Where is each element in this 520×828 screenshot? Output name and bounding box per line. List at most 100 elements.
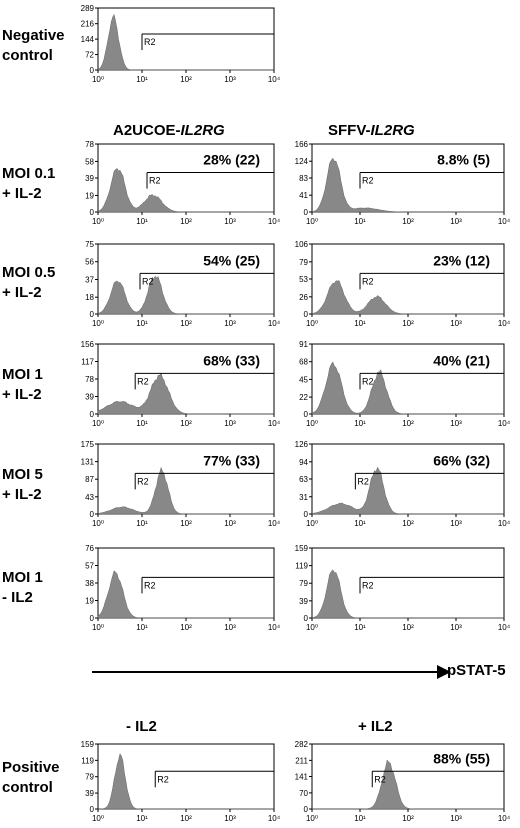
x-tick-label: 10⁴ bbox=[498, 419, 511, 428]
x-tick-label: 10⁰ bbox=[92, 519, 104, 528]
y-tick-label: 0 bbox=[304, 614, 309, 623]
x-tick-label: 10² bbox=[180, 519, 192, 528]
x-tick-label: 10² bbox=[180, 217, 192, 226]
y-tick-label: 58 bbox=[85, 157, 94, 166]
y-tick-label: 38 bbox=[85, 579, 94, 588]
row-label-negative-control: Negative control bbox=[2, 27, 65, 64]
x-tick-label: 10⁴ bbox=[498, 319, 511, 328]
plot-frame bbox=[97, 7, 275, 71]
y-tick-label: 19 bbox=[85, 597, 94, 606]
gate-label: R2 bbox=[374, 774, 386, 784]
y-tick-label: 31 bbox=[299, 493, 308, 502]
x-tick-label: 10¹ bbox=[136, 623, 148, 632]
y-tick-label: 75 bbox=[85, 240, 94, 249]
y-tick-label: 37 bbox=[85, 275, 94, 284]
x-tick-label: 10² bbox=[180, 319, 192, 328]
row-label-moi-0-5: MOI 0.5 + IL-2 bbox=[2, 264, 56, 301]
y-tick-label: 282 bbox=[295, 740, 309, 749]
x-tick-label: 10³ bbox=[224, 217, 236, 226]
x-tick-label: 10² bbox=[180, 623, 192, 632]
y-tick-label: 0 bbox=[90, 614, 95, 623]
x-tick-label: 10⁰ bbox=[92, 419, 104, 428]
histogram-area bbox=[97, 168, 274, 213]
histogram-a1: R2 68% (33) 0 39 78 117 156 10⁰ 10¹ 10² 10³ 10⁴ bbox=[81, 340, 281, 428]
x-tick-label: 10⁴ bbox=[498, 217, 511, 226]
histogram-area bbox=[97, 372, 274, 415]
x-tick-label: 10³ bbox=[450, 623, 462, 632]
x-tick-label: 10⁴ bbox=[268, 623, 281, 632]
histogram-area bbox=[312, 759, 504, 810]
y-tick-label: 144 bbox=[81, 35, 95, 44]
x-tick-label: 10⁴ bbox=[268, 419, 281, 428]
y-tick-label: 39 bbox=[299, 597, 308, 606]
y-tick-label: 79 bbox=[299, 258, 308, 267]
x-tick-label: 10³ bbox=[450, 319, 462, 328]
y-tick-label: 19 bbox=[85, 191, 94, 200]
x-tick-label: 10⁴ bbox=[268, 75, 281, 84]
y-tick-label: 119 bbox=[295, 562, 308, 571]
histogram-a1n: R2 0 19 38 57 76 10⁰ 10¹ 10² 10³ 10⁴ bbox=[85, 544, 281, 632]
x-tick-label: 10³ bbox=[224, 814, 236, 823]
y-tick-label: 78 bbox=[85, 140, 94, 149]
column-header-a2ucoe: A2UCOE-IL2RG bbox=[113, 122, 225, 139]
x-tick-label: 10³ bbox=[224, 419, 236, 428]
histogram-posp: R2 88% (55) 0 70 141 211 282 10⁰ 10¹ 10² 10³ 10⁴ bbox=[295, 740, 511, 823]
x-tick-label: 10⁰ bbox=[306, 217, 318, 226]
x-tick-label: 10³ bbox=[224, 75, 236, 84]
y-tick-label: 78 bbox=[85, 375, 94, 384]
y-tick-label: 159 bbox=[81, 740, 95, 749]
x-tick-label: 10¹ bbox=[354, 217, 366, 226]
x-tick-label: 10⁰ bbox=[306, 519, 318, 528]
x-tick-label: 10⁰ bbox=[306, 814, 318, 823]
x-tick-label: 10³ bbox=[450, 519, 462, 528]
y-tick-label: 63 bbox=[299, 475, 308, 484]
gate-label: R2 bbox=[144, 37, 156, 47]
histogram-a01: R2 28% (22) 0 19 39 58 78 10⁰ 10¹ 10² 10³ 10⁴ bbox=[85, 140, 281, 226]
y-tick-label: 0 bbox=[304, 510, 309, 519]
x-tick-label: 10¹ bbox=[136, 519, 148, 528]
gate-label: R2 bbox=[142, 276, 154, 286]
gate-label: R2 bbox=[362, 580, 374, 590]
y-tick-label: 56 bbox=[85, 258, 94, 267]
x-tick-label: 10¹ bbox=[136, 419, 148, 428]
row-label-moi-1-plus: MOI 1 + IL-2 bbox=[2, 366, 43, 403]
x-tick-label: 10³ bbox=[450, 419, 462, 428]
x-tick-label: 10² bbox=[402, 217, 414, 226]
y-tick-label: 0 bbox=[90, 510, 95, 519]
x-tick-label: 10³ bbox=[450, 814, 462, 823]
y-tick-label: 22 bbox=[299, 393, 308, 402]
x-tick-label: 10¹ bbox=[354, 623, 366, 632]
x-tick-label: 10¹ bbox=[136, 75, 148, 84]
row-label-moi-0-1: MOI 0.1 + IL-2 bbox=[2, 165, 56, 202]
y-tick-label: 41 bbox=[299, 191, 308, 200]
x-tick-label: 10⁴ bbox=[268, 319, 281, 328]
y-tick-label: 70 bbox=[299, 789, 308, 798]
y-tick-label: 76 bbox=[85, 544, 94, 553]
histogram-area bbox=[98, 753, 274, 810]
y-tick-label: 94 bbox=[299, 458, 308, 467]
gate-label: R2 bbox=[362, 376, 374, 386]
percent-annotation: 66% (32) bbox=[433, 452, 490, 468]
gate-label: R2 bbox=[144, 580, 156, 590]
x-tick-label: 10⁰ bbox=[92, 319, 104, 328]
positive-header-minus-il2: - IL2 bbox=[126, 718, 157, 735]
histogram-s1: R2 40% (21) 0 22 45 68 91 10⁰ 10¹ 10² 10³ 10⁴ bbox=[299, 340, 511, 428]
y-tick-label: 0 bbox=[90, 208, 95, 217]
x-tick-label: 10¹ bbox=[354, 814, 366, 823]
y-tick-label: 39 bbox=[85, 789, 94, 798]
histogram-area bbox=[311, 361, 504, 415]
y-tick-label: 72 bbox=[85, 51, 94, 60]
x-tick-label: 10⁰ bbox=[92, 75, 104, 84]
x-tick-label: 10⁰ bbox=[306, 623, 318, 632]
gate-label: R2 bbox=[137, 476, 149, 486]
gate-label: R2 bbox=[362, 176, 374, 186]
y-tick-label: 57 bbox=[85, 562, 94, 571]
histogram-s05: R2 23% (12) 0 26 53 79 106 10⁰ 10¹ 10² 10³ 10⁴ bbox=[295, 240, 511, 328]
row-label-moi-5: MOI 5 + IL-2 bbox=[2, 466, 43, 503]
gate-label: R2 bbox=[357, 476, 369, 486]
gate-label: R2 bbox=[137, 376, 149, 386]
x-tick-label: 10⁴ bbox=[498, 814, 511, 823]
y-tick-label: 79 bbox=[299, 579, 308, 588]
x-tick-label: 10¹ bbox=[136, 319, 148, 328]
